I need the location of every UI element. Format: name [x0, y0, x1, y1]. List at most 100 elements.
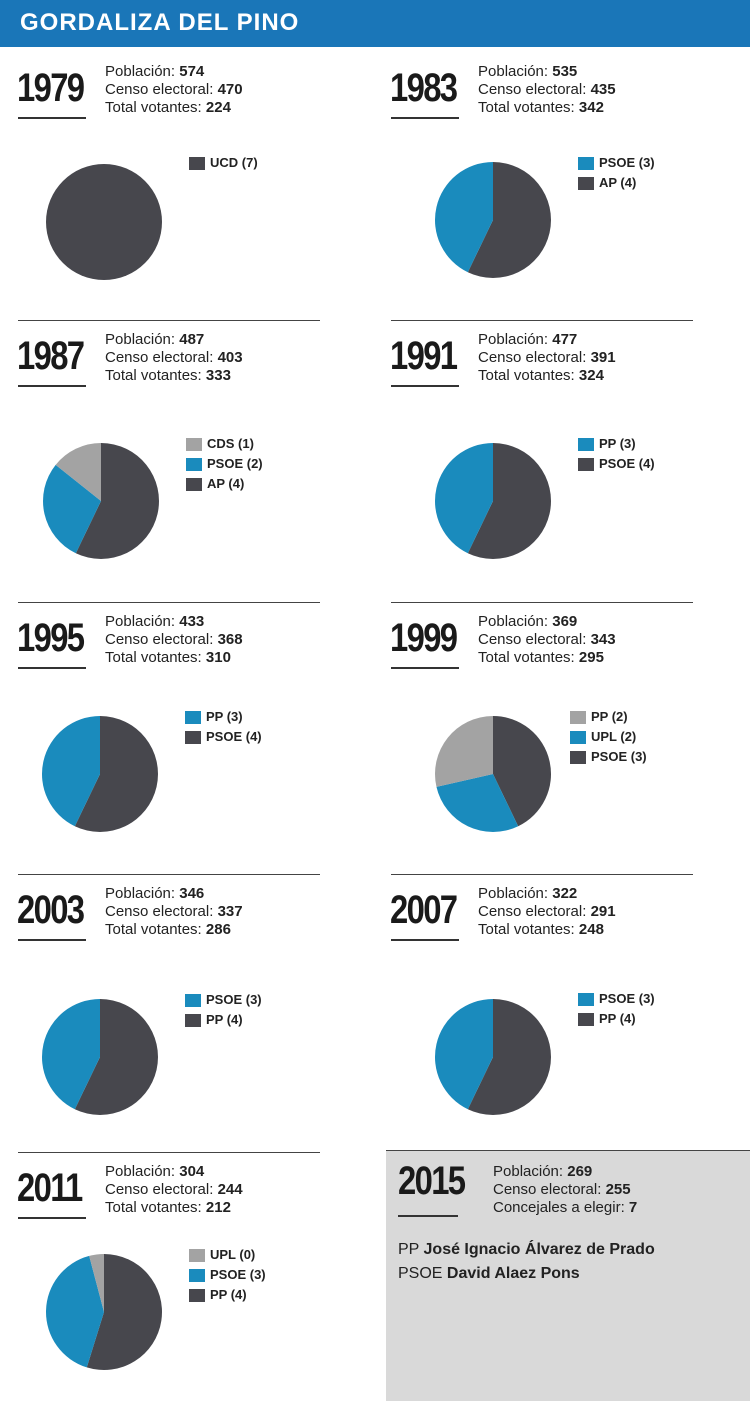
value-censo: 291: [590, 903, 616, 920]
year-underline: [18, 939, 86, 941]
value-votantes: 342: [578, 99, 604, 116]
label-censo: Censo electoral:: [478, 349, 587, 366]
label-censo: Censo electoral:: [493, 1181, 602, 1198]
legend-label: PP (4): [210, 1287, 247, 1302]
legend-swatch: [189, 1288, 205, 1302]
label-votantes: Total votantes:: [105, 1199, 202, 1216]
label-votantes: Total votantes:: [105, 649, 202, 666]
label-votantes: Total votantes:: [478, 367, 575, 384]
legend-label: PSOE (3): [210, 1267, 266, 1282]
pie-slice: [435, 716, 493, 787]
legend-swatch: [570, 750, 586, 764]
pie-slice: [41, 999, 100, 1110]
pie-slice: [74, 716, 158, 832]
value-poblacion: 535: [552, 63, 578, 80]
section-divider: [18, 602, 320, 603]
pie-chart-1995: [41, 716, 158, 832]
panel-stats: Población: 477 Censo electoral: 391 Total …: [478, 331, 616, 385]
section-divider: [391, 874, 693, 875]
value-poblacion: 477: [552, 331, 578, 348]
label-poblacion: Población:: [105, 63, 176, 80]
pie-slice: [467, 443, 551, 559]
label-poblacion: Población:: [105, 613, 176, 630]
legend-label: PP (4): [599, 1011, 636, 1026]
value-censo: 391: [590, 349, 616, 366]
label-votantes: Total votantes:: [105, 99, 202, 116]
pie-legend: PSOE (3) AP (4): [578, 153, 655, 193]
legend-swatch: [570, 730, 586, 744]
value-poblacion: 574: [179, 63, 205, 80]
legend-item: AP (4): [578, 173, 655, 193]
summary-2015-box: 2015 Población: 269 Censo electoral: 255…: [386, 1150, 750, 1401]
year-underline: [391, 939, 459, 941]
legend-swatch: [578, 156, 594, 170]
value-poblacion: 433: [179, 613, 205, 630]
legend-label: UCD (7): [210, 155, 258, 170]
value-poblacion: 346: [179, 885, 205, 902]
label-votantes: Total votantes:: [105, 921, 202, 938]
value-poblacion: 322: [552, 885, 578, 902]
legend-label: PSOE (4): [206, 729, 262, 744]
pie-chart-1979: [46, 164, 162, 280]
value-poblacion: 304: [179, 1163, 205, 1180]
legend-swatch: [578, 1012, 594, 1026]
label-votantes: Total votantes:: [478, 649, 575, 666]
legend-item: CDS (1): [186, 434, 263, 454]
legend-item: PSOE (3): [185, 990, 262, 1010]
legend-label: CDS (1): [207, 436, 254, 451]
header-bar: GORDALIZA DEL PINO: [0, 0, 750, 47]
legend-item: PP (4): [578, 1009, 655, 1029]
legend-label: PSOE (4): [599, 456, 655, 471]
legend-label: UPL (2): [591, 729, 637, 744]
value-votantes: 286: [205, 921, 231, 938]
pie-slice: [435, 999, 493, 1110]
label-censo: Censo electoral:: [105, 631, 214, 648]
candidate-name: José Ignacio Álvarez de Prado: [423, 1241, 655, 1258]
legend-item: PSOE (3): [578, 989, 655, 1009]
value-poblacion: 269: [567, 1163, 593, 1180]
value-votantes: 248: [578, 921, 604, 938]
legend-swatch: [578, 457, 594, 471]
label-poblacion: Población:: [478, 63, 549, 80]
value-censo: 470: [217, 81, 243, 98]
election-panel-2007: 2007 Población: 322 Censo electoral: 291 To…: [390, 874, 720, 962]
pie-legend: PP (3) PSOE (4): [185, 707, 262, 747]
year-underline: [18, 117, 86, 119]
label-censo: Censo electoral:: [478, 903, 587, 920]
legend-label: PSOE (3): [599, 991, 655, 1006]
year-label: 1987: [17, 334, 85, 378]
pie-slice: [89, 1254, 104, 1312]
label-poblacion: Población:: [478, 331, 549, 348]
label-censo: Censo electoral:: [105, 1181, 214, 1198]
panel-stats: Población: 574 Censo electoral: 470 Total …: [105, 63, 243, 117]
pie-slice: [435, 162, 493, 273]
year-underline: [398, 1215, 458, 1217]
label-poblacion: Población:: [478, 885, 549, 902]
pie-legend: CDS (1) PSOE (2) AP (4): [186, 434, 263, 494]
legend-item: PSOE (4): [578, 454, 655, 474]
label-concejales: Concejales a elegir:: [493, 1199, 625, 1216]
section-divider: [391, 602, 693, 603]
value-votantes: 333: [205, 367, 231, 384]
panel-stats: Población: 369 Censo electoral: 343 Total …: [478, 613, 616, 667]
label-censo: Censo electoral:: [105, 81, 214, 98]
legend-swatch: [185, 710, 201, 724]
year-underline: [18, 385, 86, 387]
label-poblacion: Población:: [105, 331, 176, 348]
pie-chart-1991: [435, 443, 551, 559]
label-poblacion: Población:: [493, 1163, 564, 1180]
election-panel-1995: 1995 Población: 433 Censo electoral: 368 To…: [17, 602, 347, 690]
legend-item: PSOE (2): [186, 454, 263, 474]
legend-swatch: [189, 1268, 205, 1282]
legend-item: UPL (0): [189, 1245, 266, 1265]
legend-label: PSOE (3): [599, 155, 655, 170]
year-label: 2007: [390, 888, 458, 932]
year-underline: [18, 667, 86, 669]
election-panel-1999: 1999 Población: 369 Censo electoral: 343 To…: [390, 602, 720, 690]
election-panel-1987: 1987 Población: 487 Censo electoral: 403 To…: [17, 320, 347, 408]
value-votantes: 295: [578, 649, 604, 666]
year-underline: [391, 117, 459, 119]
panel-stats: Población: 346 Censo electoral: 337 Total …: [105, 885, 243, 939]
section-divider: [18, 1152, 320, 1153]
year-label: 1999: [390, 616, 458, 660]
